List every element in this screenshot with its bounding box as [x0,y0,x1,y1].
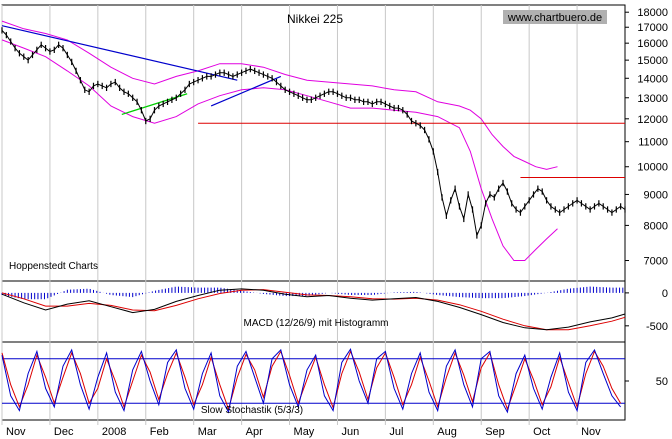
price-tick-label: 15000 [637,55,668,67]
price-tick-label: 16000 [637,38,668,50]
trendline-uptrend-2 [210,75,282,107]
bollinger-upper-line [1,20,558,170]
macd-panel: 0 -500 [1,286,668,333]
price-panel [1,20,626,261]
x-tick-label: May [294,426,315,438]
x-tick-label: Oct [533,426,550,438]
stoch-k-line [1,347,621,414]
price-tick-label: 14000 [637,73,668,85]
macd-signal-line [1,289,626,331]
trendline-downtrend [1,25,238,81]
x-tick-label: Aug [437,426,457,438]
credit-label: Hoppenstedt Charts [9,261,98,272]
x-tick-label: Jul [389,426,403,438]
bollinger-lower-line [1,39,558,261]
stoch-panel: 50 [1,347,668,414]
x-grid [1,5,578,425]
price-tick-label: 17000 [637,22,668,34]
x-tick-label: Feb [150,426,169,438]
price-tick-label: 8000 [644,220,668,232]
price-tick-label: 10000 [637,162,668,174]
price-tick-label: 9000 [644,189,668,201]
macd-tick-label: 0 [662,288,668,300]
macd-line [1,288,626,331]
x-tick-label: Sep [485,426,505,438]
source-label: www.chartbuero.de [507,12,602,24]
x-tick-label: 2008 [102,426,126,438]
source-label-background [503,10,607,24]
x-tick-label: Mar [198,426,217,438]
price-line [1,29,626,238]
macd-label: MACD (12/26/9) mit Histogramm [243,318,388,329]
stoch-tick-label: 50 [656,376,668,388]
price-tick-label: 12000 [637,114,668,126]
price-tick-label: 13000 [637,93,668,105]
stochastic-label: Slow Stochastik (5/3/3) [201,405,303,416]
price-tick-label: 18000 [637,7,668,19]
x-tick-label: Nov [581,426,601,438]
x-axis-ticks: Nov Dec 2008 Feb Mar Apr May Jun Jul Aug Sep Oct Nov [6,426,601,438]
stoch-d-line [1,350,622,411]
x-tick-label: Nov [6,426,26,438]
x-tick-label: Dec [54,426,74,438]
y-axis-ticks: 18000 17000 16000 15000 14000 13000 12000 11000… [625,7,668,268]
price-tick-label: 7000 [644,256,668,268]
price-tick-label: 11000 [638,137,668,149]
x-tick-label: Apr [246,426,263,438]
x-tick-label: Jun [341,426,359,438]
macd-tick-label: -500 [646,321,668,333]
chart-title: Nikkei 225 [287,12,343,26]
